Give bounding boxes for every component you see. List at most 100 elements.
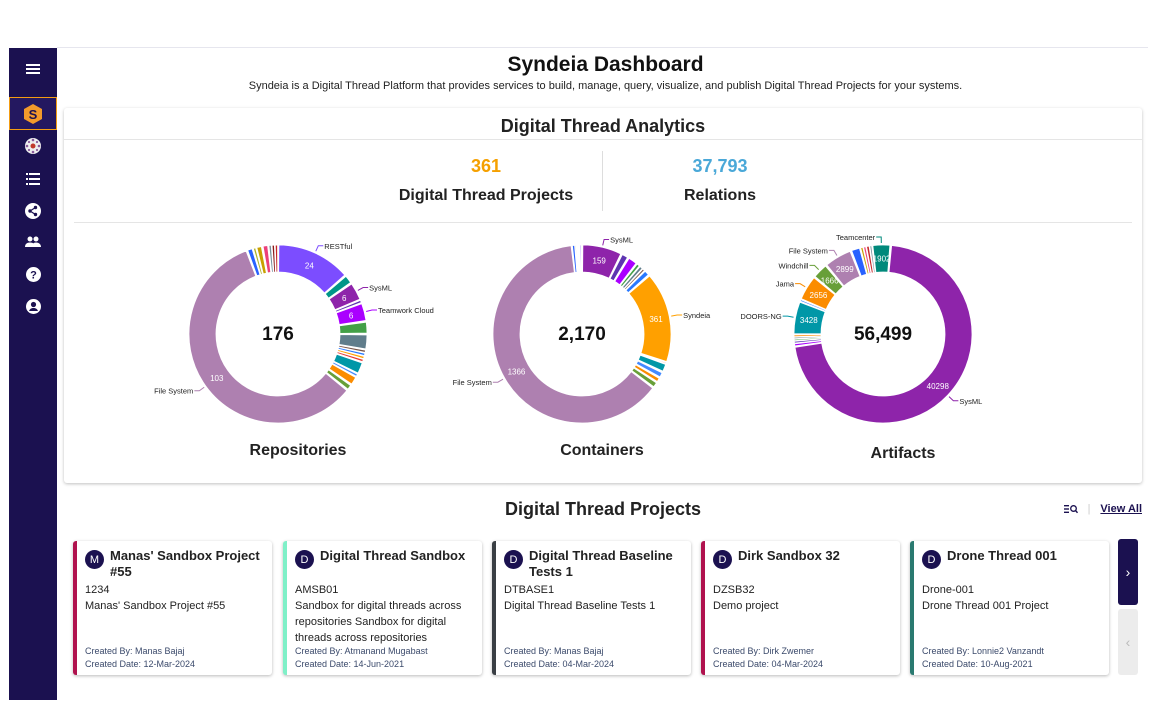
project-created-by: Created By: Atmanand Mugabast	[295, 646, 428, 656]
leader-line	[492, 378, 504, 383]
donut-segment[interactable]	[582, 244, 622, 279]
menu-button[interactable]	[9, 53, 57, 85]
donut-segment[interactable]	[492, 245, 654, 424]
donut-segment[interactable]	[262, 245, 272, 274]
donut-segment[interactable]	[635, 360, 663, 378]
donut-segment[interactable]	[826, 250, 861, 287]
donut-segment[interactable]	[339, 321, 368, 334]
project-card[interactable]: D Digital Thread Sandbox AMSB01 Sandbox …	[283, 541, 482, 675]
project-created-by: Created By: Lonnie2 Vanzandt	[922, 646, 1044, 656]
donut-segment[interactable]	[252, 247, 263, 275]
donut-segment[interactable]	[863, 246, 872, 274]
donut-segment[interactable]	[609, 254, 629, 282]
sidebar-item-graph[interactable]	[9, 130, 57, 162]
stat-projects: 361 Digital Thread Projects	[366, 156, 606, 205]
segment-name-label: SysML	[959, 397, 982, 406]
donut-segment[interactable]	[324, 275, 352, 299]
next-button[interactable]: ›	[1118, 539, 1138, 605]
donut-segment[interactable]	[334, 299, 362, 313]
svg-text:S: S	[29, 107, 38, 122]
view-all-link[interactable]: View All	[1100, 503, 1142, 515]
donut-segment[interactable]	[338, 344, 366, 353]
donut-segment[interactable]	[866, 245, 874, 274]
donut-segment[interactable]	[794, 244, 973, 424]
sidebar-item-share[interactable]	[9, 195, 57, 227]
sidebar-item-users[interactable]	[9, 226, 57, 258]
donut-segment[interactable]	[256, 246, 267, 275]
sidebar-item-account[interactable]	[9, 290, 57, 322]
share-icon	[25, 203, 41, 219]
divider	[602, 151, 603, 211]
donut-segment[interactable]	[268, 244, 274, 273]
donut-segment[interactable]	[337, 349, 365, 360]
graph-icon	[25, 138, 41, 154]
artifacts-chart: 40298 SysML 3428 DOORS-NG 2656 Jama 1666 Windch…	[740, 233, 1053, 476]
project-card-header: D Digital Thread Baseline Tests 1	[504, 548, 683, 580]
project-name: Manas' Sandbox Project #55	[110, 548, 260, 579]
donut-segment[interactable]	[571, 244, 578, 273]
donut-segment[interactable]	[271, 244, 276, 273]
donut-segment[interactable]	[851, 247, 868, 277]
donut-segment[interactable]	[621, 266, 643, 289]
segment-value-label: 2899	[836, 265, 854, 274]
project-created-by: Created By: Dirk Zwemer	[713, 646, 815, 656]
donut-segment[interactable]	[274, 244, 279, 273]
donut-segment[interactable]	[814, 265, 844, 295]
donut-segment[interactable]	[580, 244, 583, 273]
project-card[interactable]: D Digital Thread Baseline Tests 1 DTBASE…	[492, 541, 691, 675]
syndeia-logo-icon: S	[24, 103, 42, 124]
avatar: D	[922, 550, 941, 569]
segment-value-label: 361	[649, 315, 663, 324]
donut-segment[interactable]	[328, 283, 361, 311]
donut-segment[interactable]	[631, 367, 657, 388]
donut-segment[interactable]	[337, 347, 366, 357]
segment-value-label: 159	[593, 256, 607, 265]
donut-segment[interactable]	[793, 338, 822, 344]
avatar: D	[295, 550, 314, 569]
donut-segment[interactable]	[794, 340, 823, 347]
donut-segment[interactable]	[639, 353, 667, 364]
donut-segment[interactable]	[619, 263, 640, 288]
search-list-icon[interactable]	[1063, 504, 1078, 514]
project-created-date: Created Date: 14-Jun-2021	[295, 659, 405, 669]
donut-segment[interactable]	[860, 246, 870, 275]
donut-segment[interactable]	[328, 363, 357, 385]
donut-segment[interactable]	[793, 337, 822, 342]
donut-segment[interactable]	[278, 244, 346, 294]
donut-segment[interactable]	[793, 301, 826, 335]
donut-segment[interactable]	[335, 303, 367, 325]
donut-segment[interactable]	[332, 361, 358, 377]
donut-segment[interactable]	[633, 364, 660, 383]
donut-segment[interactable]	[628, 275, 672, 363]
donut-segment[interactable]	[614, 257, 637, 286]
donut-segment[interactable]	[793, 334, 822, 338]
top-divider	[57, 47, 1148, 48]
donut-segment[interactable]	[336, 351, 364, 363]
donut-segment[interactable]	[326, 369, 352, 390]
project-card[interactable]: D Drone Thread 001 Drone-001 Drone Threa…	[910, 541, 1109, 675]
donut-segment[interactable]	[188, 250, 348, 424]
sidebar-item-dashboard[interactable]: S	[9, 97, 57, 130]
donut-segment[interactable]	[793, 335, 822, 340]
project-created-date: Created Date: 10-Aug-2021	[922, 659, 1033, 669]
project-created-date: Created Date: 12-Mar-2024	[85, 659, 196, 669]
donut-segment[interactable]	[247, 248, 261, 277]
sidebar-item-list[interactable]	[9, 163, 57, 195]
project-card[interactable]: M Manas' Sandbox Project #55 1234 Manas'…	[73, 541, 272, 675]
donut-segment[interactable]	[872, 244, 891, 273]
donut-segment[interactable]	[637, 354, 667, 372]
donut-segment[interactable]	[799, 299, 827, 312]
prev-button[interactable]: ‹	[1118, 609, 1138, 675]
stat-label: Digital Thread Projects	[398, 187, 574, 204]
donut-segment[interactable]	[338, 334, 368, 350]
donut-segment[interactable]	[333, 353, 363, 374]
page-title: Syndeia Dashboard	[507, 53, 704, 76]
segment-value-label: 6	[349, 311, 354, 320]
donut-segment[interactable]	[869, 245, 876, 274]
sidebar-item-help[interactable]: ?	[9, 258, 57, 290]
donut-segment[interactable]	[623, 268, 645, 291]
project-card[interactable]: D Dirk Sandbox 32 DZSB32 Demo project Cr…	[701, 541, 900, 675]
donut-segment[interactable]	[625, 270, 649, 294]
donut-segment[interactable]	[800, 277, 836, 310]
repositories-donut: 24 RESTful 6 SysML 6 Teamwork Cloud 103 File Sy…	[154, 242, 434, 424]
